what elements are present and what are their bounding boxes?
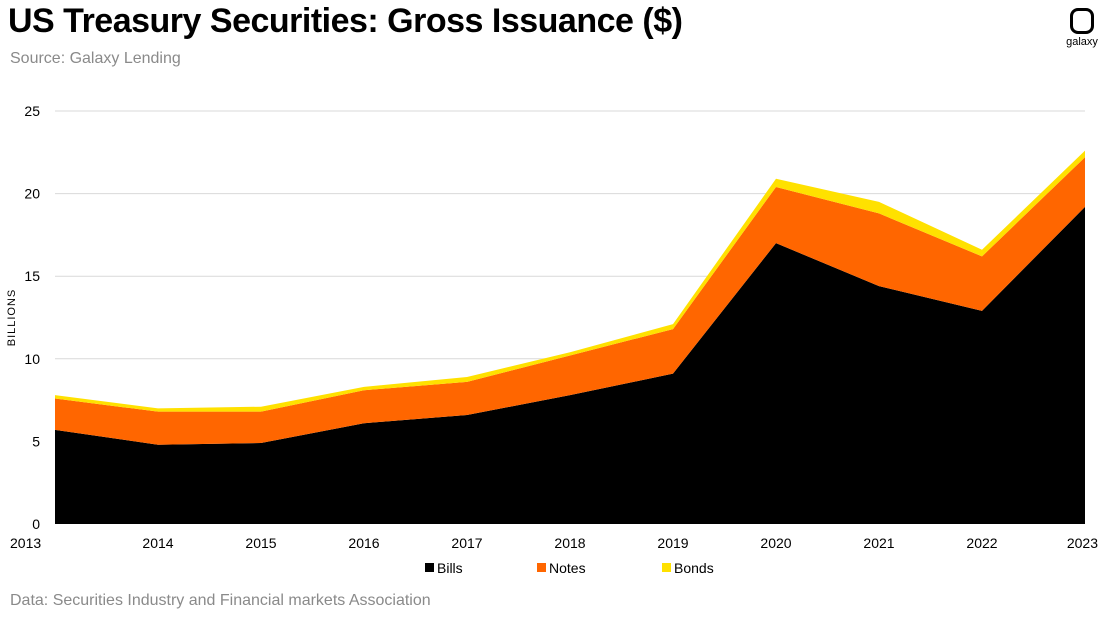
legend-swatch-bills — [425, 563, 434, 572]
chart-subtitle: Source: Galaxy Lending — [10, 50, 181, 67]
logo-text: galaxy — [1066, 36, 1098, 48]
y-tick-label: 25 — [24, 103, 40, 119]
chart-title: US Treasury Securities: Gross Issuance (… — [8, 2, 683, 40]
y-tick-label: 5 — [32, 433, 40, 449]
legend: Bills Notes Bonds — [425, 560, 714, 576]
area-notes — [55, 157, 1085, 445]
legend-swatch-notes — [537, 563, 546, 572]
x-tick-label: 2018 — [554, 535, 585, 551]
y-axis-title: BILLIONS — [6, 289, 18, 347]
y-tick-label: 20 — [24, 186, 40, 202]
x-tick-label: 2014 — [142, 535, 173, 551]
x-tick-label: 2023 — [1067, 535, 1098, 551]
x-tick-label: 2017 — [451, 535, 482, 551]
galaxy-logo: galaxy — [1062, 6, 1100, 56]
data-source-note: Data: Securities Industry and Financial … — [10, 592, 431, 609]
legend-label-notes: Notes — [549, 560, 586, 576]
y-tick-label: 15 — [24, 268, 40, 284]
x-tick-label: 2015 — [245, 535, 276, 551]
y-tick-label: 0 — [32, 516, 40, 532]
x-tick-label: 2019 — [657, 535, 688, 551]
area-bills — [55, 206, 1085, 525]
x-tick-label: 2020 — [760, 535, 791, 551]
y-tick-label: 10 — [24, 351, 40, 367]
legend-swatch-bonds — [662, 563, 671, 572]
x-tick-label: 2016 — [348, 535, 379, 551]
x-tick-label: 2022 — [966, 535, 997, 551]
galaxy-logo-icon — [1070, 8, 1094, 34]
legend-label-bills: Bills — [437, 560, 463, 576]
x-tick-label: 2021 — [863, 535, 894, 551]
axis-ticks: 0 5 10 15 20 25 BILLIONS 2013 2014 2015 2016 2017 20… — [6, 103, 1098, 551]
x-tick-label: 2013 — [10, 535, 41, 551]
legend-label-bonds: Bonds — [674, 560, 714, 576]
area-series — [55, 150, 1085, 525]
